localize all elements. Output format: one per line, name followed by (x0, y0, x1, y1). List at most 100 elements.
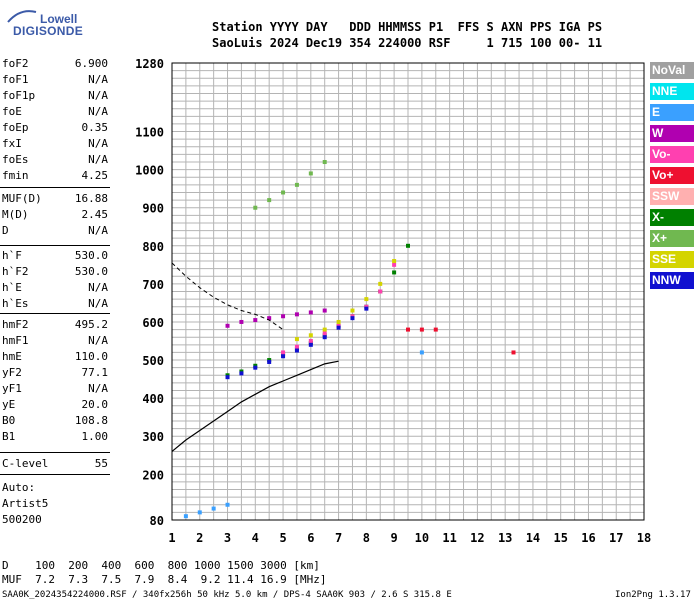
echo-point (433, 327, 438, 332)
y-tick-label: 700 (142, 278, 164, 292)
legend-item-vo-: Vo- (650, 146, 694, 163)
echo-point (308, 171, 313, 176)
echo-point (308, 339, 313, 344)
param-row: fmin 4.25 (2, 169, 108, 185)
true-height-profile (171, 360, 339, 452)
param-row: h`Es N/A (2, 297, 108, 313)
param-value: 110.0 (74, 350, 108, 363)
param-value: 4.25 (81, 169, 109, 182)
param-row: foEs N/A (2, 153, 108, 169)
x-tick-label: 13 (498, 531, 512, 545)
x-tick-label: 11 (442, 531, 456, 545)
param-value: N/A (88, 105, 108, 118)
echo-point (419, 327, 424, 332)
param-value: N/A (88, 153, 108, 166)
echo-point (322, 308, 327, 313)
x-tick-label: 4 (252, 531, 259, 545)
y-tick-label: 1280 (135, 57, 164, 71)
logo-lowell: Lowell (40, 12, 78, 26)
distance-row: D 100 200 400 600 800 1000 1500 3000 [km… (2, 559, 320, 572)
echo-point (239, 319, 244, 324)
legend-item-x-: X+ (650, 230, 694, 247)
param-value: 6.900 (74, 57, 108, 70)
echo-point (378, 281, 383, 286)
param-value: 77.1 (81, 366, 109, 379)
legend-item-noval: NoVal (650, 62, 694, 79)
param-row: hmF2 495.2 (2, 318, 108, 334)
echo-point (308, 342, 313, 347)
y-tick-label: 1000 (135, 164, 164, 178)
echo-point (419, 350, 424, 355)
param-key: B1 (2, 430, 16, 443)
param-value: 108.8 (74, 414, 108, 427)
echo-point (225, 375, 230, 380)
x-tick-label: 2 (196, 531, 203, 545)
param-key: hmE (2, 350, 22, 363)
param-key: foF1p (2, 89, 36, 102)
echo-point (267, 359, 272, 364)
param-value: N/A (88, 334, 108, 347)
param-key: yF1 (2, 382, 22, 395)
param-value: 1.00 (81, 430, 109, 443)
param-key: foF2 (2, 57, 29, 70)
param-row: hmF1 N/A (2, 334, 108, 350)
echo-point (281, 350, 286, 355)
param-key: foEp (2, 121, 29, 134)
footer-version: Ion2Png 1.3.17 (615, 590, 691, 600)
param-key: D (2, 224, 9, 237)
y-tick-label: 800 (142, 240, 164, 254)
y-tick-label: 500 (142, 354, 164, 368)
param-key: h`F2 (2, 265, 29, 278)
param-row: yF2 77.1 (2, 366, 108, 382)
echo-point (281, 190, 286, 195)
echo-point (406, 243, 410, 248)
param-key: h`F (2, 249, 22, 262)
param-value: 16.88 (74, 192, 108, 205)
separator (0, 245, 110, 246)
param-value: 20.0 (81, 398, 109, 411)
separator (0, 474, 110, 475)
param-key: C-level (2, 457, 49, 470)
param-key: fmin (2, 169, 29, 182)
echo-point (350, 316, 355, 321)
muf-row: MUF 7.2 7.3 7.5 7.9 8.4 9.2 11.4 16.9 [M… (2, 573, 327, 586)
param-key: hmF2 (2, 318, 29, 331)
echo-point (294, 312, 299, 317)
echo-point (267, 198, 272, 203)
param-row: yF1 N/A (2, 382, 108, 398)
param-row: MUF(D) 16.88 (2, 192, 108, 208)
param-value: N/A (88, 382, 108, 395)
x-tick-label: 17 (609, 531, 623, 545)
echo-point (294, 182, 299, 187)
x-tick-label: 3 (224, 531, 231, 545)
param-value: N/A (88, 297, 108, 310)
legend-item-e: E (650, 104, 694, 121)
logo-digisonde: DIGISONDE (13, 24, 84, 38)
param-value: 0.35 (81, 121, 109, 134)
echo-point (225, 323, 230, 328)
legend-item-w: W (650, 125, 694, 142)
x-tick-label: 1 (168, 531, 175, 545)
legend-item-nne: NNE (650, 83, 694, 100)
param-key: foEs (2, 153, 29, 166)
echo-point (253, 365, 258, 370)
param-key: yE (2, 398, 16, 411)
echo-point (322, 335, 327, 340)
param-value: N/A (88, 73, 108, 86)
header-row1: Station YYYY DAY DDD HHMMSS P1 FFS S AXN… (212, 20, 603, 34)
param-row: h`E N/A (2, 281, 108, 297)
y-tick-label: 600 (142, 316, 164, 330)
param-row: foE N/A (2, 105, 108, 121)
auto-artist: Artist5 (2, 497, 49, 510)
param-key: M(D) (2, 208, 29, 221)
echo-point (253, 205, 258, 210)
param-row: hmE 110.0 (2, 350, 108, 366)
echo-point (281, 354, 286, 359)
echo-point (211, 506, 216, 511)
param-row: foF1p N/A (2, 89, 108, 105)
param-row: B0 108.8 (2, 414, 108, 430)
param-value: 495.2 (74, 318, 108, 331)
param-value: N/A (88, 224, 108, 237)
param-row: B1 1.00 (2, 430, 108, 446)
